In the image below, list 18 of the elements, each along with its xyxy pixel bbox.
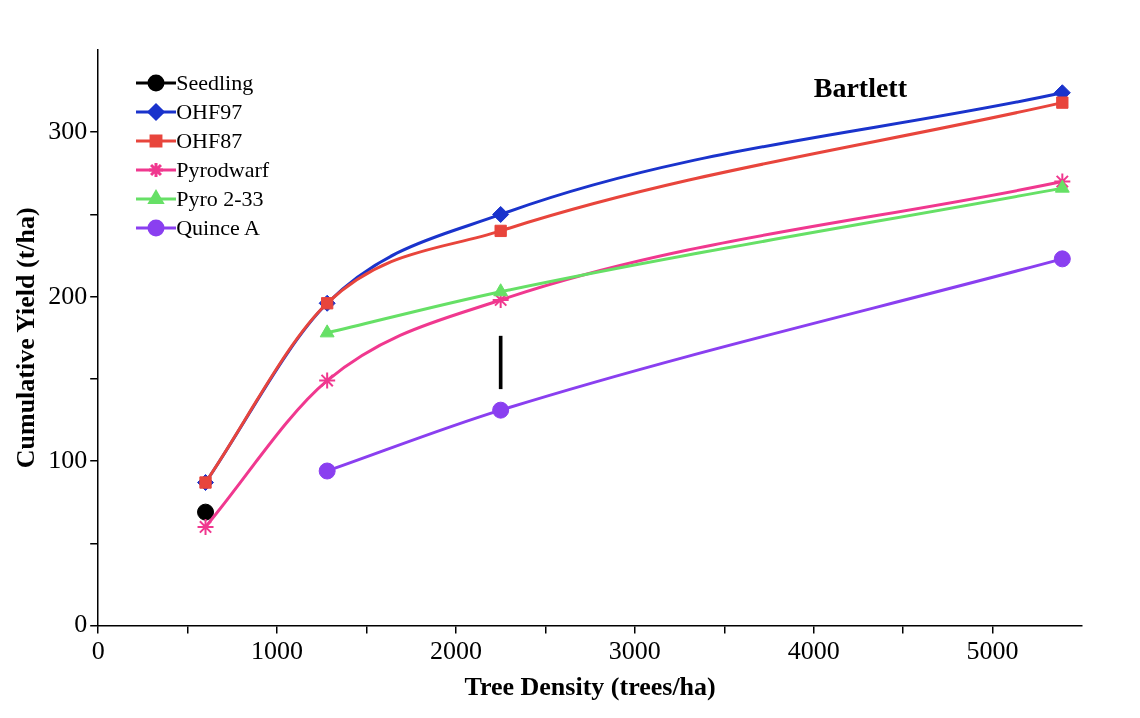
legend-label: Pyro 2-33 [176, 185, 264, 213]
x-tick-label: 4000 [787, 636, 840, 666]
y-tick-label: 0 [74, 609, 88, 639]
legend-label: Seedling [176, 69, 254, 97]
x-tick-label: 3000 [608, 636, 661, 666]
y-axis-title: Cumulative Yield (t/ha) [11, 207, 41, 469]
legend-label: OHF87 [176, 127, 243, 155]
legend-label: Pyrodwarf [176, 156, 270, 184]
legend-label: OHF97 [176, 98, 243, 126]
legend-label: Quince A [176, 214, 260, 242]
x-axis-title: Tree Density (trees/ha) [464, 672, 716, 702]
x-tick-label: 1000 [251, 636, 304, 666]
y-tick-label: 300 [48, 116, 88, 146]
text: Bartlett [813, 72, 907, 104]
x-tick-label: 5000 [966, 636, 1019, 666]
x-tick-label: 2000 [429, 636, 482, 666]
y-tick-label: 200 [48, 280, 88, 310]
y-tick-label: 100 [48, 444, 88, 474]
